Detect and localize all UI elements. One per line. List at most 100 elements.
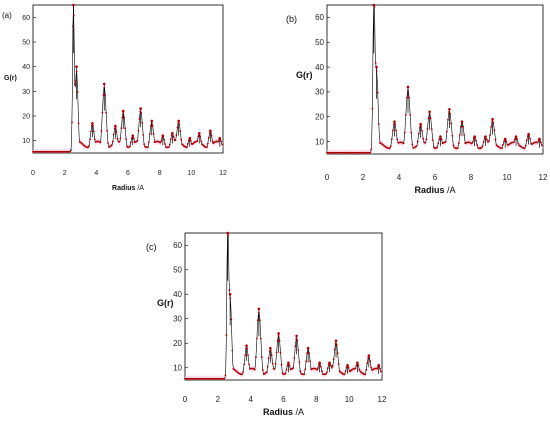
x-axis-label: Radius /A bbox=[263, 407, 304, 417]
data-point bbox=[402, 142, 405, 145]
data-point bbox=[247, 354, 249, 356]
peak-marker bbox=[197, 131, 201, 135]
data-point bbox=[220, 140, 223, 143]
data-point bbox=[115, 131, 118, 133]
data-point bbox=[411, 143, 414, 146]
data-point bbox=[139, 110, 142, 113]
peak-marker bbox=[372, 3, 376, 7]
data-point bbox=[404, 113, 407, 116]
data-point bbox=[227, 234, 230, 236]
data-point bbox=[320, 365, 322, 368]
data-point bbox=[330, 366, 333, 369]
y-tick-label: 60 bbox=[315, 13, 324, 22]
data-point bbox=[415, 145, 418, 147]
data-point bbox=[331, 365, 334, 367]
data-point bbox=[366, 362, 369, 365]
x-tick-label: 6 bbox=[281, 395, 286, 404]
y-tick-label: 40 bbox=[22, 64, 30, 71]
data-point bbox=[303, 373, 306, 376]
peak-marker bbox=[287, 361, 290, 365]
data-point bbox=[229, 297, 232, 299]
peak-marker bbox=[473, 135, 476, 138]
chart-panel-b: 10 20 30 40 50 60 0 2 4 6 8 10 12 (b) G(r) Radius /A bbox=[286, 3, 548, 195]
data-point bbox=[407, 89, 409, 92]
data-point bbox=[174, 139, 177, 142]
data-point bbox=[99, 141, 102, 144]
data-point bbox=[101, 111, 104, 114]
data-point bbox=[409, 113, 412, 116]
data-point bbox=[259, 319, 261, 322]
data-point bbox=[163, 138, 166, 141]
data-point bbox=[267, 357, 270, 360]
data-point bbox=[305, 360, 308, 362]
data-point bbox=[159, 141, 162, 144]
y-tick-label: 40 bbox=[173, 290, 182, 299]
data-point bbox=[206, 146, 208, 149]
peak-marker bbox=[328, 361, 331, 365]
peak-marker bbox=[218, 136, 222, 140]
peak-marker bbox=[209, 129, 212, 133]
peak-marker bbox=[377, 364, 381, 367]
peak-marker bbox=[318, 361, 321, 365]
data-point bbox=[502, 144, 504, 146]
data-point bbox=[292, 367, 295, 369]
data-point bbox=[345, 366, 348, 369]
data-point bbox=[420, 125, 422, 127]
data-point bbox=[462, 125, 464, 128]
data-point bbox=[377, 123, 380, 125]
data-point bbox=[148, 141, 150, 144]
data-point bbox=[244, 354, 247, 356]
peak-marker bbox=[406, 85, 410, 89]
data-point bbox=[306, 352, 308, 354]
data-point bbox=[73, 83, 76, 86]
data-point bbox=[410, 131, 413, 134]
data-point bbox=[120, 127, 123, 130]
data-point bbox=[430, 128, 433, 131]
data-point bbox=[427, 117, 430, 120]
y-tick-label: 50 bbox=[173, 266, 182, 275]
data-point bbox=[231, 349, 234, 352]
data-point bbox=[273, 368, 276, 370]
data-point bbox=[503, 140, 505, 143]
data-point bbox=[89, 138, 91, 141]
data-point bbox=[390, 138, 393, 141]
data-point bbox=[187, 139, 190, 142]
data-point bbox=[370, 148, 373, 151]
data-point bbox=[308, 352, 310, 354]
data-point bbox=[335, 343, 338, 346]
data-point bbox=[254, 368, 256, 371]
plot-frame bbox=[32, 4, 224, 154]
data-point bbox=[270, 354, 273, 357]
data-point bbox=[180, 138, 183, 141]
data-point bbox=[186, 146, 188, 149]
peak-marker bbox=[245, 344, 248, 348]
data-point bbox=[376, 91, 379, 94]
x-tick-label: 8 bbox=[469, 173, 474, 182]
data-point bbox=[178, 123, 181, 125]
data-point bbox=[344, 370, 347, 372]
data-point bbox=[539, 141, 542, 144]
data-point bbox=[337, 363, 340, 365]
data-point bbox=[408, 96, 410, 99]
data-point bbox=[172, 136, 175, 138]
series-line bbox=[33, 4, 224, 153]
data-point bbox=[298, 361, 301, 363]
y-tick-label: 60 bbox=[22, 15, 30, 22]
data-point bbox=[475, 139, 477, 142]
peak-marker bbox=[503, 137, 507, 141]
peak-marker bbox=[419, 122, 422, 126]
data-point bbox=[364, 373, 367, 376]
data-point bbox=[371, 107, 374, 110]
data-point bbox=[104, 94, 107, 96]
data-point bbox=[119, 137, 122, 140]
data-point bbox=[296, 339, 299, 342]
data-point bbox=[419, 126, 421, 128]
data-point bbox=[147, 146, 149, 149]
data-point bbox=[460, 125, 462, 128]
data-point bbox=[107, 142, 109, 144]
data-point bbox=[255, 356, 257, 359]
y-tick-label: 30 bbox=[315, 88, 324, 97]
data-point bbox=[369, 151, 372, 154]
data-point bbox=[132, 137, 135, 140]
